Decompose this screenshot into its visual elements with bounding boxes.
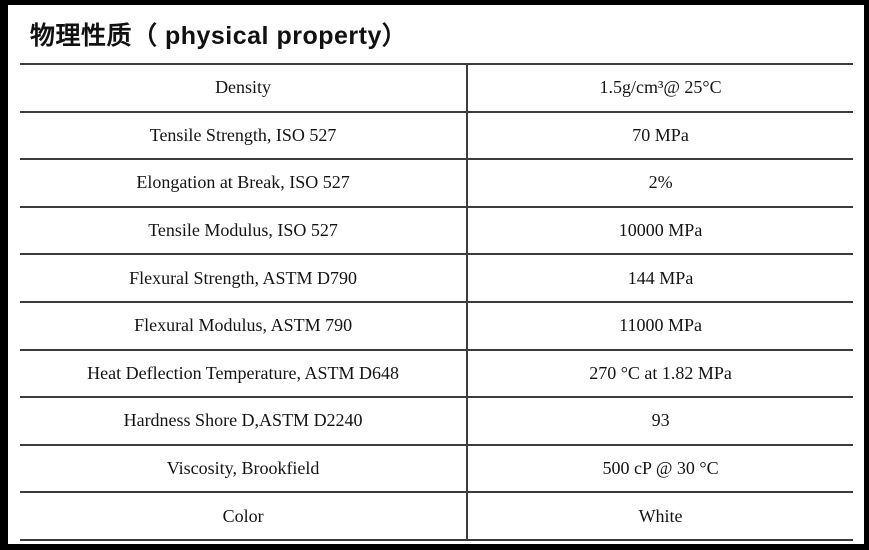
page-title: 物理性质（ physical property）: [30, 22, 408, 50]
property-cell: Flexural Modulus, ASTM 790: [20, 302, 469, 349]
table-row: Tensile Strength, ISO 527 70 MPa: [20, 112, 853, 161]
table-row: Hardness Shore D,ASTM D2240 93: [20, 398, 853, 446]
value-cell: 500 cP @ 30 °C: [602, 458, 719, 479]
property-cell: Tensile Strength, ISO 527: [20, 112, 469, 159]
table-row: Color White: [20, 493, 853, 541]
table-row: Elongation at Break, ISO 527 2%: [20, 160, 853, 208]
property-cell: Flexural Strength, ASTM D790: [20, 255, 469, 301]
value-cell: 2%: [648, 172, 673, 193]
value-cell: 1.5g/cm³@ 25°C: [599, 77, 722, 98]
value-cell: 10000 MPa: [618, 220, 703, 241]
property-cell: Elongation at Break, ISO 527: [20, 160, 469, 206]
property-cell: Heat Deflection Temperature, ASTM D648: [20, 350, 469, 397]
value-cell: 11000 MPa: [619, 315, 702, 336]
property-cell: Hardness Shore D,ASTM D2240: [20, 398, 469, 444]
value-cell: 144 MPa: [627, 267, 694, 288]
value-cell: White: [638, 505, 683, 526]
table-row: Heat Deflection Temperature, ASTM D648 2…: [20, 350, 853, 399]
value-cell: 70 MPa: [632, 124, 689, 145]
property-cell: Density: [20, 65, 469, 111]
datasheet: 物理性质（ physical property） Density 1.5g/cm…: [8, 5, 864, 544]
table-row: Tensile Modulus, ISO 527 10000 MPa: [20, 207, 853, 256]
property-cell: Color: [20, 493, 469, 539]
property-cell: Viscosity, Brookfield: [20, 445, 469, 492]
table-row: Flexural Modulus, ASTM 790 11000 MPa: [20, 302, 853, 351]
title-bar: 物理性质（ physical property）: [8, 5, 864, 63]
physical-property-table: Density 1.5g/cm³@ 25°C Tensile Strength,…: [20, 63, 853, 541]
value-cell: 270 °C at 1.82 MPa: [589, 362, 732, 383]
table-row: Viscosity, Brookfield 500 cP @ 30 °C: [20, 445, 853, 494]
value-cell: 93: [651, 410, 670, 431]
property-cell: Tensile Modulus, ISO 527: [20, 207, 469, 254]
table-row: Density 1.5g/cm³@ 25°C: [20, 65, 853, 113]
table-row: Flexural Strength, ASTM D790 144 MPa: [20, 255, 853, 303]
